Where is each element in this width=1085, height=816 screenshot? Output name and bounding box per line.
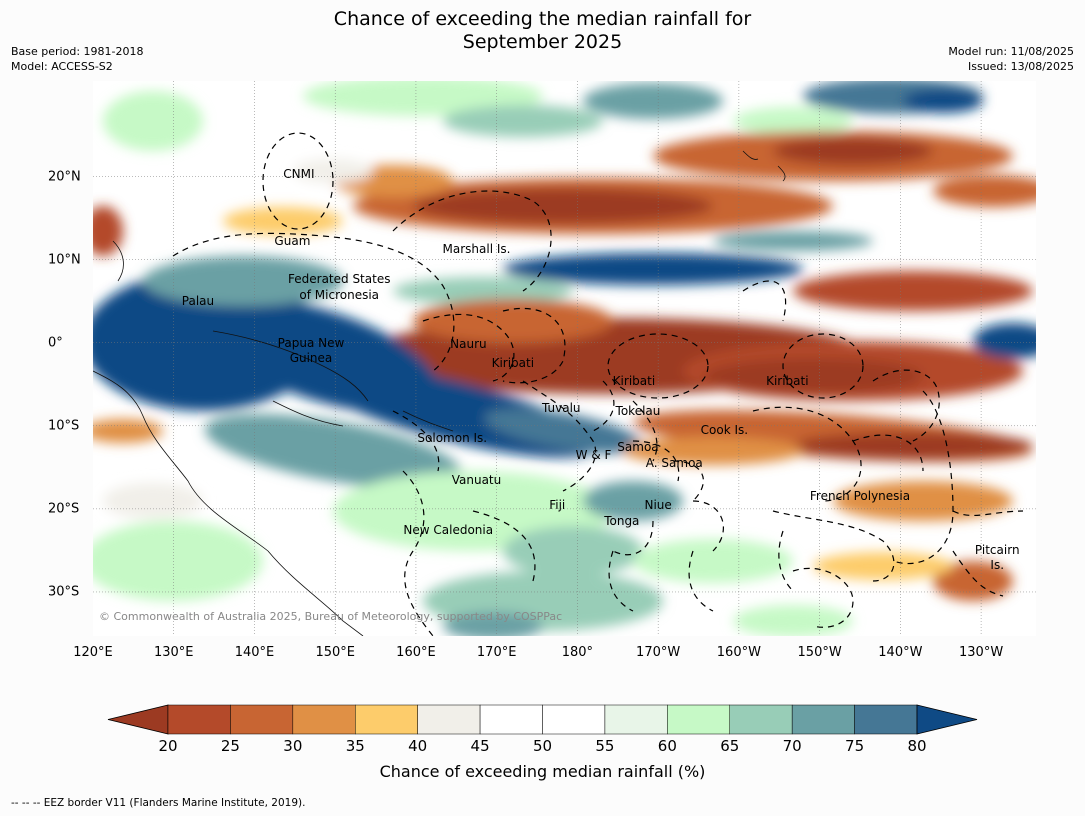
colorbar-tick-label: 55 — [595, 737, 615, 755]
x-tick-label: 180° — [561, 645, 594, 660]
x-tick-label: 160°E — [396, 645, 436, 660]
place-label: Guam — [274, 234, 311, 249]
colorbar-tick-label: 45 — [470, 737, 490, 755]
x-tick-label: 130°W — [959, 645, 1004, 660]
colorbar-segment — [542, 704, 606, 735]
colorbar-segment — [604, 704, 668, 735]
copyright-notice: © Commonwealth of Australia 2025, Bureau… — [99, 610, 563, 623]
eez-footnote: -- -- -- EEZ border V11 (Flanders Marine… — [11, 797, 306, 809]
x-tick-label: 140°W — [878, 645, 923, 660]
place-label: Samoa — [617, 439, 659, 454]
rainfall-field — [93, 81, 1036, 636]
colorbar-segment — [729, 704, 793, 735]
place-label: Pitcairn — [974, 543, 1020, 558]
model-name: Model: ACCESS-S2 — [11, 60, 113, 73]
y-tick-label: 0° — [48, 335, 63, 351]
place-label: Kiribati — [612, 373, 656, 388]
place-label: CNMI — [283, 167, 315, 182]
place-label: of Micronesia — [299, 287, 380, 302]
colorbar-extend-high — [916, 704, 978, 735]
place-label: Solomon Is. — [417, 431, 488, 446]
place-label: W & F — [575, 447, 612, 462]
place-label: Nauru — [450, 337, 487, 352]
place-label: New Caledonia — [403, 522, 494, 537]
x-tick-label: 150°E — [315, 645, 355, 660]
colorbar-segment — [167, 704, 231, 735]
colorbar-segment — [230, 704, 294, 735]
x-tick-label: 120°E — [73, 645, 113, 660]
place-label: Kiribati — [491, 356, 535, 371]
eez-borders — [172, 132, 1024, 636]
colorbar-tick-label: 25 — [220, 737, 240, 755]
colorbar-tick-label: 50 — [532, 737, 553, 755]
colorbar-segment — [667, 704, 730, 735]
rainfall-map: CNMI Guam Marshall Is. Federated States of M… — [93, 81, 1036, 636]
place-label: Palau — [181, 294, 215, 309]
place-label: A. Samoa — [645, 456, 703, 471]
colorbar — [107, 704, 978, 735]
y-tick-label: 10°S — [48, 418, 80, 434]
place-label: French Polynesia — [809, 489, 911, 504]
place-label: Niue — [644, 497, 672, 512]
y-tick-label: 20°S — [48, 501, 80, 517]
place-label: Cook Is. — [700, 422, 749, 437]
meta-right: Model run: 11/08/2025 Issued: 13/08/2025 — [948, 44, 1074, 74]
title-line2: September 2025 — [462, 31, 623, 53]
x-tick-label: 150°W — [797, 645, 842, 660]
colorbar-tick-label: 30 — [283, 737, 303, 755]
x-tick-label: 170°E — [476, 645, 517, 660]
place-label: Federated States — [288, 271, 391, 286]
colorbar-tick-label: 65 — [720, 737, 740, 755]
colorbar-tick-label: 35 — [345, 737, 365, 755]
place-label: Fiji — [549, 497, 566, 512]
y-tick-label: 10°N — [48, 252, 81, 268]
colorbar-tick-label: 80 — [907, 737, 927, 755]
colorbar-segment — [417, 704, 481, 735]
x-tick-label: 170°W — [636, 645, 681, 660]
colorbar-label: Chance of exceeding median rainfall (%) — [379, 762, 706, 781]
x-tick-label: 130°E — [153, 645, 194, 660]
place-label: Guinea — [289, 350, 333, 365]
place-label: Tonga — [604, 514, 640, 529]
colorbar-segment — [479, 704, 543, 735]
meta-left: Base period: 1981-2018 Model: ACCESS-S2 — [11, 44, 143, 74]
place-label: Tuvalu — [542, 400, 581, 415]
y-tick-label: 20°N — [48, 169, 81, 185]
title-line1: Chance of exceeding the median rainfall … — [333, 8, 752, 30]
colorbar-tick-label: 60 — [657, 737, 677, 755]
x-tick-label: 140°E — [234, 645, 275, 660]
place-label: Papua New — [277, 335, 345, 350]
map-canvas — [93, 81, 1036, 636]
place-label: Marshall Is. — [442, 241, 511, 256]
model-run: Model run: 11/08/2025 — [948, 45, 1074, 58]
colorbar-extend-low — [107, 704, 169, 735]
colorbar-segment — [292, 704, 356, 735]
colorbar-segment — [355, 704, 418, 735]
y-tick-label: 30°S — [48, 584, 80, 600]
colorbar-tick-label: 20 — [158, 737, 178, 755]
colorbar-tick-label: 70 — [782, 737, 802, 755]
colorbar-segment — [854, 704, 918, 735]
x-tick-label: 160°W — [716, 645, 761, 660]
place-label: Kiribati — [766, 373, 809, 388]
place-label: Is. — [990, 557, 1005, 572]
issued-date: Issued: 13/08/2025 — [967, 60, 1074, 73]
colorbar-tick-label: 75 — [845, 737, 865, 755]
colorbar-segment — [791, 704, 855, 735]
colorbar-tick-label: 40 — [408, 737, 428, 755]
coastlines — [93, 150, 786, 636]
place-label: Tokelau — [615, 403, 661, 418]
map-title: Chance of exceeding the median rainfall … — [0, 8, 1085, 54]
base-period: Base period: 1981-2018 — [11, 45, 144, 58]
place-label: Vanuatu — [451, 472, 502, 487]
